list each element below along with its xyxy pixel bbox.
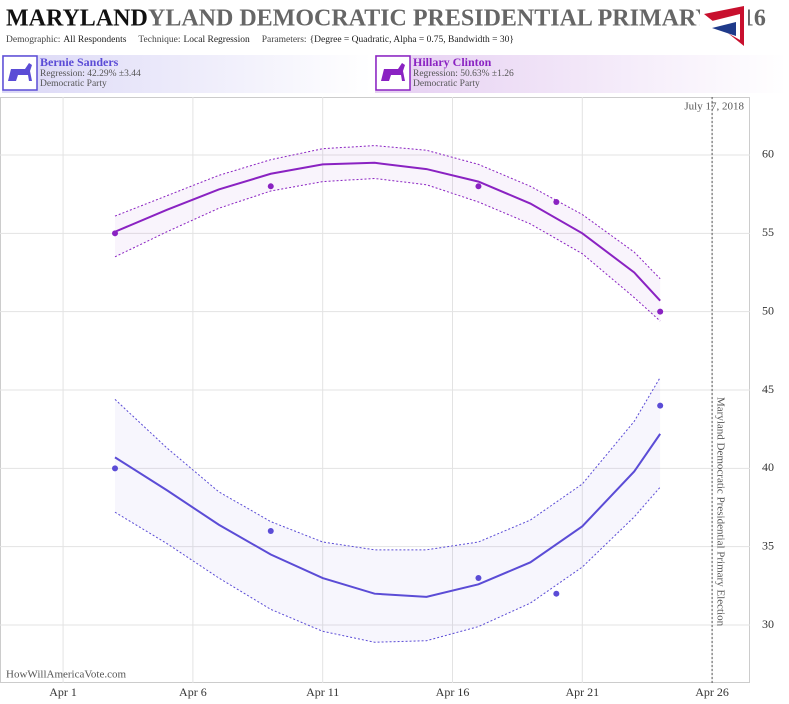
legend-icon-donkey <box>8 63 32 81</box>
legend-regression: Regression: 42.29% ±3.44 <box>40 69 141 79</box>
x-tick-label: Apr 1 <box>49 685 77 699</box>
subtitle-text: {Degree = Quadratic, Alpha = 0.75, Bandw… <box>310 35 514 45</box>
x-tick-label: Apr 11 <box>306 685 339 699</box>
y-tick-label: 50 <box>762 303 774 317</box>
data-point <box>267 183 274 190</box>
legend-icon-donkey <box>381 63 405 81</box>
flag-icon <box>700 4 748 50</box>
legend-regression: Regression: 50.63% ±1.26 <box>413 69 514 79</box>
subtitle-text: Local Regression <box>184 35 250 45</box>
data-point <box>475 183 482 190</box>
x-tick-label: Apr 26 <box>695 685 729 699</box>
y-tick-label: 60 <box>762 147 774 161</box>
y-tick-label: 55 <box>762 225 774 239</box>
confidence-band <box>115 145 661 322</box>
watermark: HowWillAmericaVote.com <box>6 669 126 681</box>
band-lower <box>114 486 661 643</box>
x-tick-label: Apr 6 <box>179 685 207 699</box>
data-point <box>553 198 560 205</box>
data-point <box>112 230 119 237</box>
data-point <box>553 590 560 597</box>
legend-background <box>375 55 787 93</box>
legend-party: Democratic Party <box>413 79 480 89</box>
x-tick-label: Apr 21 <box>565 685 599 699</box>
legend-icon <box>2 55 38 91</box>
confidence-band <box>115 377 661 643</box>
x-tick-label: Apr 16 <box>436 685 470 699</box>
regression-line <box>114 433 661 598</box>
y-tick-label: 30 <box>762 617 774 631</box>
y-tick-label: 45 <box>762 382 774 396</box>
data-point <box>267 528 274 535</box>
band-upper <box>114 145 661 280</box>
y-tick-label: 35 <box>762 538 774 552</box>
data-point <box>657 308 664 315</box>
legend-background <box>2 55 372 93</box>
data-point <box>475 575 482 582</box>
subtitle-text: Parameters: <box>262 35 307 45</box>
band-lower <box>114 177 661 322</box>
data-point <box>657 402 664 409</box>
date-note: July 17, 2018 <box>684 101 744 113</box>
legend-name: Hillary Clinton <box>413 55 492 69</box>
legend-party: Democratic Party <box>40 79 107 89</box>
subtitle-text: All Respondents <box>63 35 126 45</box>
band-upper <box>114 377 661 551</box>
subtitle-text: Technique: <box>138 35 180 45</box>
data-point <box>112 465 119 472</box>
subtitle-text: Demographic: <box>6 35 60 45</box>
chart-title: MARYLAND <box>6 6 148 32</box>
regression-line <box>114 161 661 302</box>
legend-name: Bernie Sanders <box>40 55 119 69</box>
y-tick-label: 40 <box>762 460 774 474</box>
event-label: Maryland Democratic Presidential Primary… <box>715 397 727 627</box>
chart-title-suffix: YLAND DEMOCRATIC PRESIDENTIAL PRIMARY 20… <box>148 6 766 32</box>
